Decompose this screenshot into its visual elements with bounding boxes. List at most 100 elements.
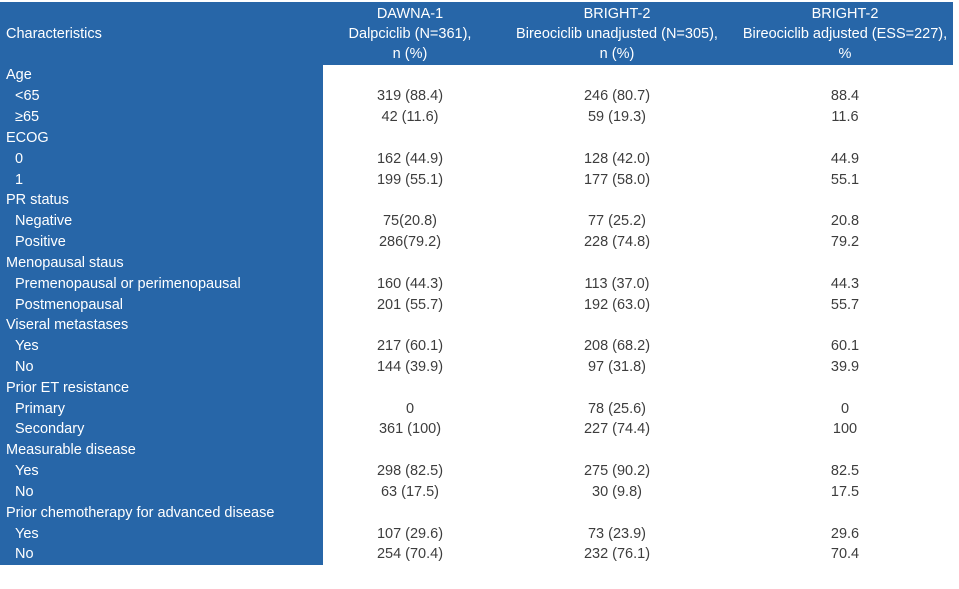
dawna1-value: 162 (44.9) xyxy=(376,150,444,167)
table-row: Primary 0 78 (25.6) 0 xyxy=(0,398,953,420)
dawna1-value xyxy=(323,65,497,86)
dawna1-value: 144 (39.9) xyxy=(376,359,444,375)
bright2-unadjusted-column-header: BRIGHT-2 Bireociclib unadjusted (N=305),… xyxy=(497,2,737,65)
dawna1-value xyxy=(323,377,497,398)
bright2-unadjusted-arm-description: Bireociclib unadjusted (N=305), xyxy=(516,25,718,42)
bright2-adjusted-unit-label: % xyxy=(838,45,852,62)
table-row: Prior ET resistance xyxy=(0,377,953,399)
bright2-unadjusted-value: 128 (42.0) xyxy=(583,150,651,167)
dawna1-arm-description: Dalpciclib (N=361), xyxy=(348,25,472,42)
bright2-adjusted-value xyxy=(737,127,953,148)
bright2-adjusted-value xyxy=(737,440,953,461)
dawna1-column-header: DAWNA-1 Dalpciclib (N=361), n (%) xyxy=(323,2,497,65)
bright2-unadjusted-unit-label: n (%) xyxy=(599,45,635,62)
bright2-adjusted-value: 100 xyxy=(832,421,858,438)
bright2-unadjusted-value: 77 (25.2) xyxy=(587,213,647,230)
bright2-unadjusted-value: 113 (37.0) xyxy=(584,275,650,292)
bright2-adjusted-value: 29.6 xyxy=(830,525,860,542)
row-label: 1 xyxy=(0,169,323,190)
bright2-adjusted-value: 88.4 xyxy=(830,88,860,105)
bright2-unadjusted-value xyxy=(497,65,737,86)
table-row: No 63 (17.5) 30 (9.8) 17.5 xyxy=(0,481,953,503)
bright2-unadjusted-study-name: BRIGHT-2 xyxy=(583,5,651,22)
dawna1-unit-label: n (%) xyxy=(392,45,428,62)
table-row: Age xyxy=(0,65,953,86)
bright2-adjusted-value: 17.5 xyxy=(830,483,860,500)
bright2-adjusted-value: 11.6 xyxy=(831,109,859,126)
dawna1-value xyxy=(323,440,497,461)
dawna1-value: 201 (55.7) xyxy=(376,296,444,313)
table-row: Negative 75(20.8) 77 (25.2) 20.8 xyxy=(0,210,953,232)
bright2-adjusted-value: 55.7 xyxy=(830,296,860,313)
dawna1-value: 361 (100) xyxy=(378,421,442,438)
row-label: <65 xyxy=(0,85,323,107)
bright2-unadjusted-value: 30 (9.8) xyxy=(592,483,642,500)
dawna1-value xyxy=(323,502,497,523)
dawna1-value xyxy=(323,315,497,336)
bright2-unadjusted-value: 208 (68.2) xyxy=(583,338,651,355)
bright2-unadjusted-value xyxy=(497,440,737,461)
dawna1-value: 199 (55.1) xyxy=(376,171,444,188)
row-label: No xyxy=(0,481,323,503)
bright2-adjusted-value: 0 xyxy=(840,400,850,417)
row-label: Yes xyxy=(0,523,323,545)
table-row: 0 162 (44.9) 128 (42.0) 44.9 xyxy=(0,148,953,170)
bright2-unadjusted-value: 246 (80.7) xyxy=(583,88,651,105)
table-row: Postmenopausal 201 (55.7) 192 (63.0) 55.… xyxy=(0,294,953,315)
row-label: Secondary xyxy=(0,419,323,440)
row-label: Postmenopausal xyxy=(0,294,323,315)
row-label: Premenopausal or perimenopausal xyxy=(0,273,323,295)
bright2-unadjusted-value: 97 (31.8) xyxy=(587,359,647,375)
table-row: Premenopausal or perimenopausal 160 (44.… xyxy=(0,273,953,295)
bright2-unadjusted-value: 275 (90.2) xyxy=(583,463,651,480)
table-row: No 144 (39.9) 97 (31.8) 39.9 xyxy=(0,356,953,378)
row-label: Menopausal staus xyxy=(0,252,323,274)
row-label: Yes xyxy=(0,460,323,482)
table-row: ECOG xyxy=(0,127,953,149)
bright2-unadjusted-value: 177 (58.0) xyxy=(583,171,651,188)
row-label: Primary xyxy=(0,398,323,420)
bright2-adjusted-value xyxy=(737,315,953,336)
dawna1-value: 107 (29.6) xyxy=(376,525,444,542)
dawna1-value: 298 (82.5) xyxy=(376,463,444,480)
dawna1-value xyxy=(323,127,497,148)
bright2-adjusted-value: 44.3 xyxy=(830,275,860,292)
dawna1-value: 254 (70.4) xyxy=(376,546,444,563)
table-row: Measurable disease xyxy=(0,439,953,461)
bright2-adjusted-column-header: BRIGHT-2 Bireociclib adjusted (ESS=227),… xyxy=(737,2,953,65)
bright2-adjusted-value: 20.8 xyxy=(830,213,860,230)
row-label: Yes xyxy=(0,335,323,357)
table-row: Yes 298 (82.5) 275 (90.2) 82.5 xyxy=(0,460,953,482)
bright2-adjusted-value: 44.9 xyxy=(830,150,860,167)
bright2-unadjusted-value xyxy=(497,127,737,148)
table-row: Secondary 361 (100) 227 (74.4) 100 xyxy=(0,419,953,440)
table-header: Characteristics DAWNA-1 Dalpciclib (N=36… xyxy=(0,2,953,65)
dawna1-value xyxy=(323,190,497,211)
bright2-unadjusted-value: 192 (63.0) xyxy=(583,296,651,313)
dawna1-value: 42 (11.6) xyxy=(381,109,439,126)
dawna1-value: 217 (60.1) xyxy=(376,338,444,355)
bright2-adjusted-value: 55.1 xyxy=(830,171,860,188)
table-row: Menopausal staus xyxy=(0,252,953,274)
bright2-unadjusted-value xyxy=(497,252,737,273)
bright2-adjusted-value: 39.9 xyxy=(830,359,860,375)
bright2-unadjusted-value: 227 (74.4) xyxy=(583,421,651,438)
dawna1-value: 319 (88.4) xyxy=(376,88,444,105)
bright2-adjusted-study-name: BRIGHT-2 xyxy=(811,5,879,22)
bright2-adjusted-value: 60.1 xyxy=(830,338,860,355)
bright2-unadjusted-value: 228 (74.8) xyxy=(583,234,651,251)
bright2-adjusted-value: 79.2 xyxy=(830,234,860,251)
bright2-adjusted-value xyxy=(737,377,953,398)
table-row: Yes 217 (60.1) 208 (68.2) 60.1 xyxy=(0,335,953,357)
table-row: No 254 (70.4) 232 (76.1) 70.4 xyxy=(0,544,953,565)
bright2-unadjusted-value: 232 (76.1) xyxy=(583,546,651,563)
table-row: <65 319 (88.4) 246 (80.7) 88.4 xyxy=(0,85,953,107)
row-label: PR status xyxy=(0,189,323,211)
bright2-unadjusted-value xyxy=(497,315,737,336)
row-label: No xyxy=(0,544,323,565)
comparison-table: Characteristics DAWNA-1 Dalpciclib (N=36… xyxy=(0,2,953,565)
table-row: Yes 107 (29.6) 73 (23.9) 29.6 xyxy=(0,523,953,545)
dawna1-value: 75(20.8) xyxy=(382,213,437,230)
row-label: Positive xyxy=(0,231,323,253)
